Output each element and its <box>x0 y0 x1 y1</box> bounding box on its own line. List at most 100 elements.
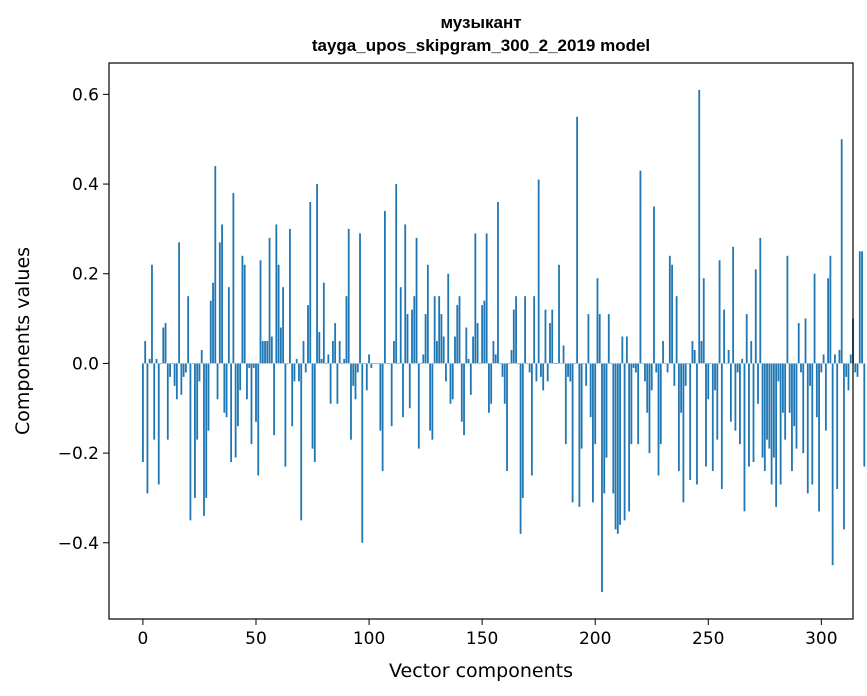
bar-130 <box>436 341 438 364</box>
bar-105 <box>379 363 382 431</box>
bar-262 <box>734 363 737 431</box>
bar-151 <box>483 300 486 364</box>
bar-31 <box>212 282 214 364</box>
chart-subtitle: tayga_upos_skipgram_300_2_2019 model <box>312 36 650 55</box>
bar-2 <box>146 363 149 494</box>
bar-234 <box>671 264 673 364</box>
bar-250 <box>707 363 710 400</box>
bar-318 <box>861 251 863 364</box>
bar-220 <box>639 170 642 364</box>
bar-59 <box>275 224 278 364</box>
bar-79 <box>320 358 323 364</box>
bar-303 <box>827 278 830 364</box>
bar-194 <box>580 363 583 449</box>
bar-6 <box>155 358 158 364</box>
bar-170 <box>526 363 529 365</box>
bar-244 <box>693 349 696 364</box>
bar-21 <box>189 363 192 521</box>
bar-104 <box>377 363 380 365</box>
bar-1 <box>144 341 147 364</box>
bar-121 <box>415 237 418 364</box>
bar-280 <box>775 363 778 507</box>
y-tick-label: −0.2 <box>58 444 99 464</box>
bar-27 <box>203 363 205 516</box>
bar-291 <box>800 363 802 373</box>
bar-46 <box>246 363 248 400</box>
bar-259 <box>727 349 730 364</box>
x-tick-label: 0 <box>138 629 149 649</box>
bar-290 <box>797 323 800 364</box>
bar-83 <box>329 363 332 404</box>
bar-159 <box>501 363 504 377</box>
bar-150 <box>481 305 484 364</box>
bar-132 <box>440 314 443 364</box>
bar-152 <box>485 233 488 364</box>
bar-124 <box>422 354 425 364</box>
bar-204 <box>603 363 606 494</box>
bar-91 <box>347 228 350 364</box>
bar-35 <box>221 224 223 364</box>
bar-245 <box>696 363 698 485</box>
bar-274 <box>761 363 764 458</box>
bar-149 <box>478 363 481 365</box>
bar-242 <box>689 363 692 480</box>
y-tick-label: 0.0 <box>72 354 99 374</box>
bar-148 <box>476 323 479 364</box>
bar-209 <box>614 363 617 530</box>
bar-70 <box>300 363 303 521</box>
plot-frame <box>108 62 854 620</box>
bar-125 <box>424 314 427 364</box>
bar-129 <box>433 296 436 364</box>
bar-183 <box>555 363 558 365</box>
bar-51 <box>257 363 260 476</box>
bar-73 <box>307 305 309 364</box>
bar-10 <box>164 323 167 364</box>
bar-134 <box>445 363 447 382</box>
bar-90 <box>345 296 348 364</box>
bar-61 <box>279 327 282 364</box>
bar-11 <box>166 363 169 440</box>
bar-167 <box>519 363 522 534</box>
bar-25 <box>198 363 201 382</box>
bar-138 <box>454 336 456 364</box>
bar-294 <box>806 363 809 494</box>
bar-235 <box>673 363 676 386</box>
bar-319 <box>863 363 866 467</box>
bar-187 <box>564 363 567 445</box>
bar-171 <box>528 363 531 373</box>
bar-190 <box>571 363 574 503</box>
bar-37 <box>225 363 228 418</box>
bar-172 <box>530 363 533 476</box>
bar-63 <box>284 363 287 467</box>
bar-289 <box>795 363 798 449</box>
bar-3 <box>148 358 151 364</box>
bar-56 <box>268 237 271 364</box>
bar-261 <box>732 246 735 364</box>
bar-65 <box>289 228 291 364</box>
bar-145 <box>469 363 472 395</box>
bar-137 <box>451 363 454 400</box>
bar-257 <box>723 309 726 364</box>
bar-94 <box>354 363 357 400</box>
bar-222 <box>644 363 646 382</box>
bar-128 <box>431 363 434 440</box>
bar-33 <box>216 363 219 400</box>
bar-258 <box>725 363 728 365</box>
bar-18 <box>182 363 185 377</box>
bar-208 <box>612 363 615 494</box>
bar-273 <box>759 237 762 364</box>
bar-188 <box>567 363 569 377</box>
bar-112 <box>395 184 398 364</box>
bar-146 <box>472 336 474 364</box>
bar-109 <box>388 363 391 365</box>
bar-225 <box>650 363 653 391</box>
bar-48 <box>250 363 253 445</box>
bar-247 <box>700 341 703 364</box>
bar-229 <box>659 363 662 445</box>
bar-256 <box>720 363 723 489</box>
bar-228 <box>657 363 660 476</box>
bar-9 <box>162 327 165 364</box>
bar-219 <box>637 363 640 445</box>
bar-214 <box>625 336 628 364</box>
